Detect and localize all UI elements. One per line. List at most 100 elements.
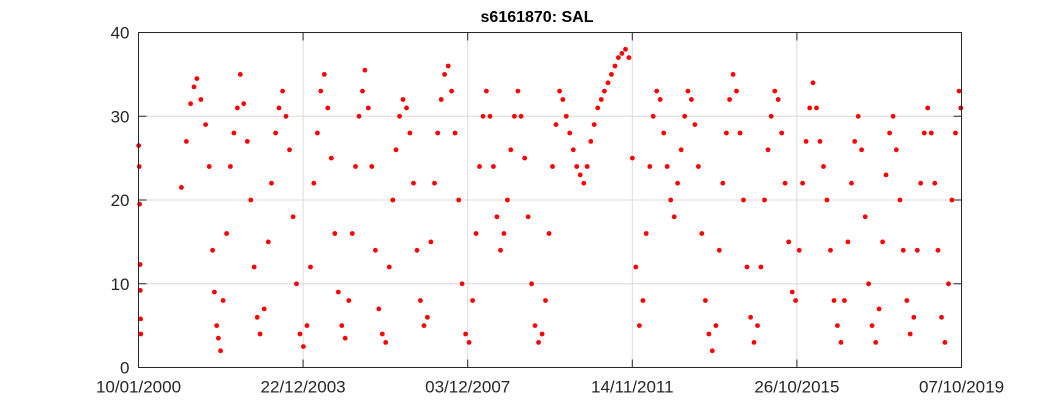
- x-tick-label: 22/12/2003: [261, 378, 346, 397]
- data-point: [290, 214, 296, 220]
- data-point: [918, 180, 924, 186]
- data-point: [435, 130, 441, 136]
- data-point: [716, 247, 722, 253]
- data-point: [328, 155, 334, 161]
- data-point: [720, 180, 726, 186]
- data-point: [803, 139, 809, 144]
- data-point: [824, 197, 830, 203]
- data-point: [640, 298, 646, 303]
- data-point: [536, 340, 541, 345]
- data-point: [456, 197, 462, 203]
- data-point: [689, 97, 694, 102]
- data-point: [265, 239, 271, 245]
- data-point: [360, 88, 365, 94]
- data-point: [212, 289, 217, 295]
- data-point: [925, 105, 931, 111]
- data-point: [758, 264, 764, 270]
- data-point: [224, 231, 230, 236]
- data-point: [643, 231, 649, 236]
- data-point: [768, 113, 774, 119]
- data-point: [356, 113, 362, 119]
- data-point: [793, 298, 798, 303]
- data-point: [727, 97, 732, 102]
- data-point: [904, 298, 910, 303]
- data-point: [623, 46, 628, 52]
- data-point: [650, 113, 656, 119]
- data-point: [772, 88, 778, 94]
- data-point: [748, 314, 753, 320]
- data-point: [386, 264, 392, 270]
- data-point: [362, 67, 368, 73]
- data-point: [570, 147, 576, 153]
- data-point: [900, 247, 906, 253]
- data-point: [855, 113, 861, 119]
- data-point: [619, 51, 625, 56]
- data-point: [179, 185, 184, 190]
- data-point: [301, 344, 306, 349]
- data-point: [626, 55, 632, 60]
- data-point: [852, 139, 858, 144]
- data-point: [849, 180, 854, 186]
- data-point: [602, 88, 607, 94]
- data-point: [287, 147, 292, 153]
- data-point: [817, 139, 823, 144]
- data-point: [577, 172, 583, 178]
- data-point: [325, 105, 331, 111]
- data-point: [741, 197, 746, 203]
- y-tick-label: 30: [111, 107, 130, 126]
- data-point: [598, 97, 604, 102]
- data-point: [699, 231, 705, 236]
- data-point: [814, 105, 819, 111]
- data-point: [214, 323, 220, 328]
- data-point: [744, 264, 750, 270]
- data-point: [703, 298, 708, 303]
- data-point: [751, 340, 757, 345]
- data-point: [591, 122, 597, 127]
- data-point: [800, 180, 805, 186]
- data-point: [321, 72, 327, 77]
- data-point: [346, 298, 352, 303]
- data-point: [873, 340, 879, 345]
- data-point: [584, 164, 590, 169]
- data-point: [647, 164, 653, 169]
- data-point: [595, 105, 601, 111]
- data-point: [376, 306, 382, 312]
- data-point: [315, 130, 320, 136]
- data-point: [390, 197, 396, 203]
- data-point: [956, 88, 962, 94]
- data-point: [730, 72, 736, 77]
- data-point: [779, 130, 785, 136]
- data-point: [445, 63, 451, 69]
- x-axis-ticks: 10/01/2000 22/12/2003 03/12/2007 14/11/2011…: [96, 32, 1004, 397]
- data-point: [765, 147, 771, 153]
- data-point: [560, 97, 566, 102]
- data-point: [379, 331, 385, 337]
- data-point: [365, 105, 371, 111]
- data-point: [261, 306, 267, 312]
- data-point: [654, 88, 660, 94]
- data-point: [685, 88, 691, 94]
- data-point: [442, 72, 447, 77]
- data-point: [630, 155, 635, 161]
- data-point: [241, 101, 247, 107]
- grid-lines: [138, 32, 962, 368]
- data-point: [411, 180, 416, 186]
- data-point: [248, 197, 254, 203]
- data-point: [762, 197, 767, 203]
- data-point: [543, 298, 548, 303]
- data-point: [425, 314, 430, 320]
- data-point: [397, 113, 402, 119]
- data-point: [914, 247, 920, 253]
- data-point: [335, 289, 341, 295]
- data-point: [633, 264, 639, 270]
- data-point: [696, 164, 701, 169]
- data-point: [859, 147, 864, 153]
- data-point: [269, 180, 274, 186]
- data-point: [218, 348, 223, 354]
- data-point: [254, 314, 260, 320]
- data-point: [251, 264, 257, 270]
- data-point: [244, 139, 250, 144]
- data-point: [897, 197, 903, 203]
- x-tick-label: 10/01/2000: [96, 378, 181, 397]
- data-point: [682, 113, 688, 119]
